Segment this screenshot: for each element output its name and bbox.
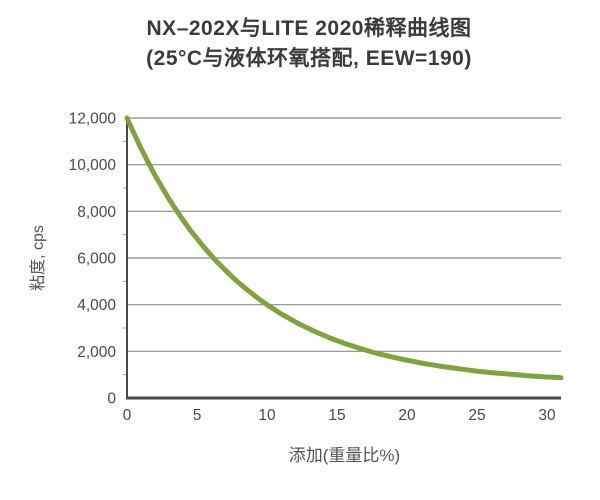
- x-tick-label: 10: [258, 407, 276, 424]
- chart-title-block: NX–202X与LITE 2020稀释曲线图 (25°C与液体环氧搭配, EEW…: [0, 14, 600, 74]
- x-tick-label: 25: [468, 407, 485, 424]
- y-tick-label: 12,000: [69, 111, 117, 128]
- dilution-curve: [124, 115, 564, 381]
- x-tick-label: 5: [193, 407, 202, 424]
- x-tick-label: 20: [398, 407, 416, 424]
- y-tick-label: 8,000: [77, 204, 116, 221]
- x-tick-label: 30: [538, 407, 556, 424]
- chart-subtitle: (25°C与液体环氧搭配, EEW=190): [146, 47, 472, 70]
- x-tick-label: 15: [328, 407, 345, 424]
- y-tick-label: 10,000: [69, 157, 117, 174]
- y-axis-label: 粘度, cps: [30, 225, 47, 291]
- y-tick-label: 2,000: [77, 344, 116, 361]
- y-tick-label: 4,000: [77, 297, 116, 314]
- x-axis-label: 添加(重量比%): [288, 446, 401, 465]
- y-tick-label: 0: [107, 391, 116, 408]
- x-tick-label: 0: [123, 407, 132, 424]
- chart-title: NX–202X与LITE 2020稀释曲线图: [146, 17, 472, 40]
- y-tick-label: 6,000: [77, 251, 116, 268]
